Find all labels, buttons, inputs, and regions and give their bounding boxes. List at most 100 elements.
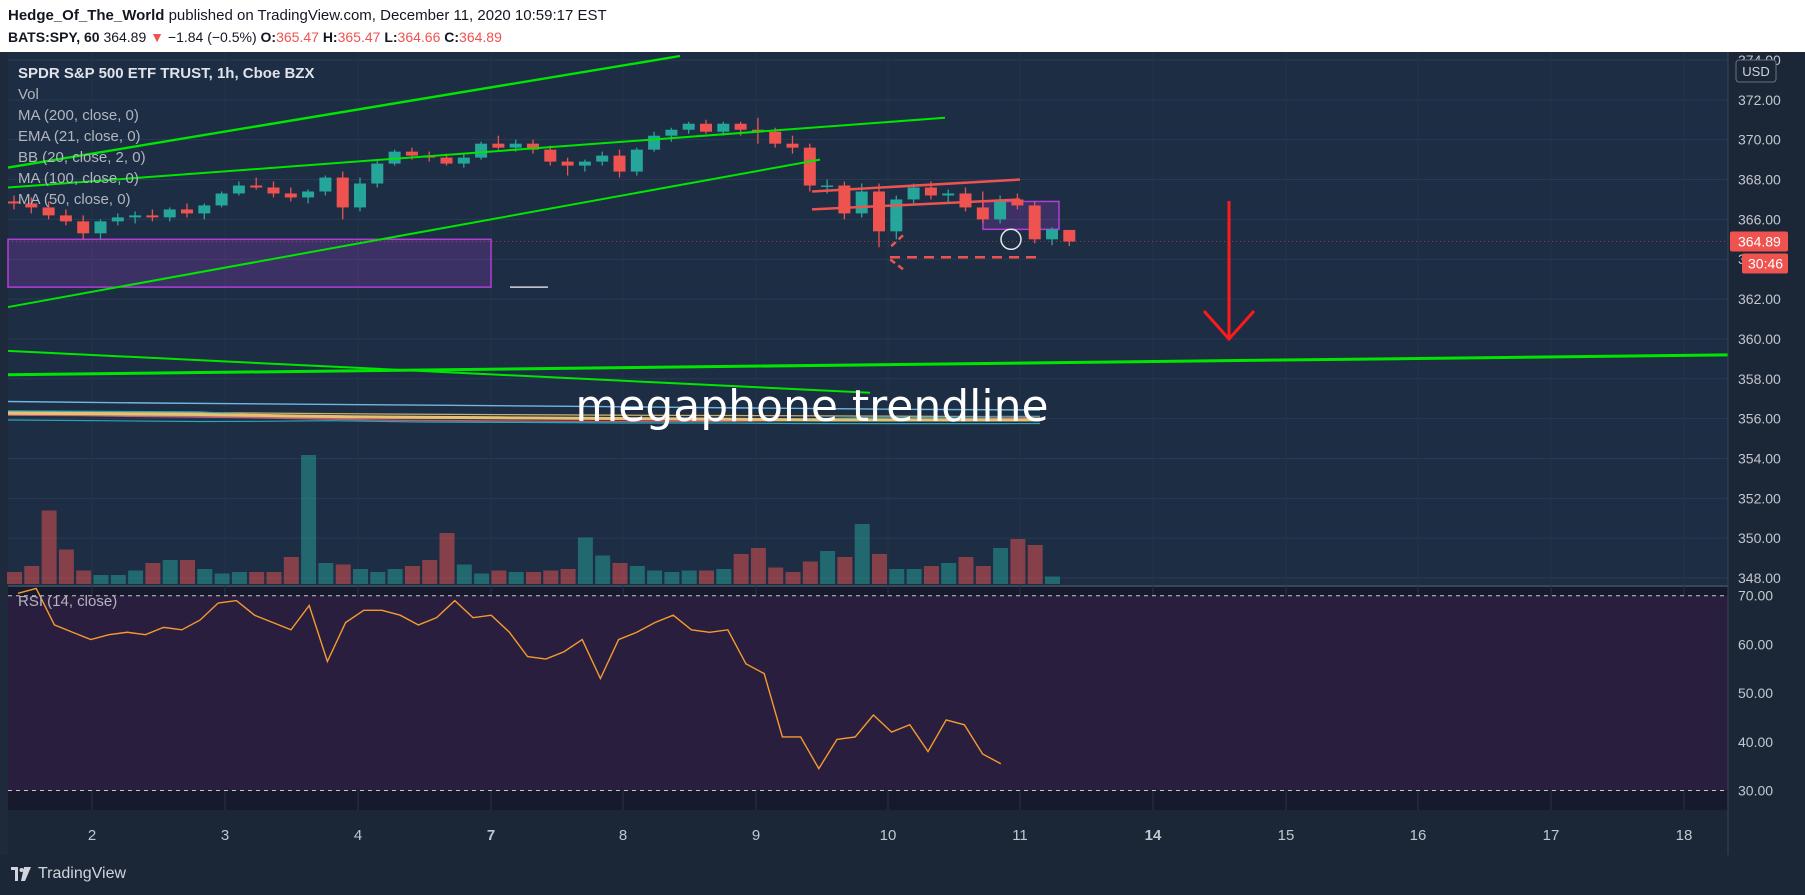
volume-bar xyxy=(629,566,645,584)
volume-bar xyxy=(76,570,92,584)
candle-body xyxy=(821,185,834,188)
price-tick-label: 352.00 xyxy=(1738,490,1781,506)
legend-item: Vol xyxy=(18,86,39,103)
volume-bar xyxy=(733,554,749,584)
price-tick-label: 368.00 xyxy=(1738,172,1781,188)
volume-bar xyxy=(595,555,611,584)
candle-body xyxy=(354,183,366,208)
last-price-tag-text: 364.89 xyxy=(1738,234,1781,250)
last-price-tag xyxy=(1730,231,1788,252)
volume-bar xyxy=(647,570,663,584)
volume-bar xyxy=(197,569,213,584)
highlight-boxes xyxy=(7,200,1728,791)
channel-mid-line xyxy=(7,116,946,189)
price-chart[interactable]: 348.00350.00352.00354.00356.00358.00360.… xyxy=(0,52,1805,855)
rsi-legend: RSI (14, close) xyxy=(18,593,117,610)
candle-body xyxy=(336,177,349,208)
volume-bar xyxy=(1045,576,1060,584)
candle-body xyxy=(924,187,937,196)
volume-bar xyxy=(93,575,109,584)
candle-body xyxy=(129,215,142,218)
volume-bar xyxy=(820,551,836,584)
ma-200-line xyxy=(7,400,1041,411)
price-tick-label: 348.00 xyxy=(1738,570,1781,586)
low-value: 364.66 xyxy=(397,29,441,45)
high-label: H: xyxy=(322,29,338,45)
dashed-mark-line xyxy=(889,258,904,271)
volume-bar xyxy=(474,573,490,584)
countdown-tag-text: 30:46 xyxy=(1748,256,1783,272)
brand-name: TradingView xyxy=(38,865,127,882)
volume-bar xyxy=(750,548,766,584)
chart-header: Hedge_Of_The_World published on TradingV… xyxy=(0,0,1805,52)
legend-item: MA (100, close, 0) xyxy=(18,170,139,187)
volume-bar xyxy=(58,549,74,584)
volume-bar xyxy=(422,560,438,584)
volume-bars xyxy=(7,455,1060,584)
volume-bar xyxy=(456,564,472,584)
candle-body xyxy=(648,135,661,150)
candle-body xyxy=(492,143,505,148)
volume-bar xyxy=(889,569,905,584)
volume-bar xyxy=(370,572,386,584)
price-tick-label: 350.00 xyxy=(1738,530,1781,546)
candle-body xyxy=(873,191,885,232)
volume-bar xyxy=(941,563,957,584)
price-tick-label: 360.00 xyxy=(1738,331,1781,347)
candle-body xyxy=(855,191,868,214)
channel-lower-line xyxy=(7,158,821,309)
candle-body xyxy=(630,149,643,172)
time-tick-label: 14 xyxy=(1145,827,1162,844)
legend-item: MA (200, close, 0) xyxy=(18,107,139,124)
volume-bar xyxy=(872,554,887,584)
tradingview-logo[interactable]: TradingView xyxy=(10,865,126,883)
candle-body xyxy=(198,205,211,214)
candle-body xyxy=(1028,205,1041,240)
cursor-circle xyxy=(1000,228,1022,251)
bb-upper-line xyxy=(7,419,1041,425)
candle-body xyxy=(215,193,228,206)
candle-body xyxy=(111,217,124,222)
volume-bar xyxy=(837,557,853,584)
volume-bar xyxy=(993,548,1009,584)
megaphone-annotation: megaphone trendline xyxy=(575,381,1048,432)
rsi-band xyxy=(8,595,1728,791)
volume-bar xyxy=(526,572,541,584)
candle-body xyxy=(561,161,574,166)
volume-bar xyxy=(699,570,714,584)
time-tick-label: 9 xyxy=(752,827,760,844)
candle-body xyxy=(371,163,384,184)
currency-badge xyxy=(1735,59,1777,83)
volume-bar xyxy=(975,566,991,584)
price-tick-label: 358.00 xyxy=(1738,371,1781,387)
volume-bar xyxy=(491,570,507,584)
time-tick-label: 10 xyxy=(880,827,897,844)
time-axis-bg xyxy=(8,810,1728,855)
volume-bar xyxy=(128,570,144,584)
candle-body xyxy=(613,155,626,172)
volume-bar xyxy=(560,569,576,584)
rsi-line xyxy=(17,587,1002,770)
volume-bar xyxy=(353,569,368,584)
candle-body xyxy=(388,151,401,164)
author-name[interactable]: Hedge_Of_The_World xyxy=(8,7,165,24)
time-axis[interactable]: 2 3 4 7 8 9 10 11 14 15 16 17 18 xyxy=(88,827,1693,844)
last-price: 364.89 xyxy=(103,29,147,45)
drawings xyxy=(7,54,1729,394)
time-tick-label: 16 xyxy=(1410,827,1427,844)
high-value: 365.47 xyxy=(337,29,381,45)
countdown-tag xyxy=(1742,253,1788,274)
price-axis[interactable]: 348.00 350.00 352.00 354.00 356.00 358.00 360.… xyxy=(1727,52,1788,855)
candle-body xyxy=(942,193,955,196)
open-value: 365.47 xyxy=(276,29,319,45)
time-tick-label: 7 xyxy=(487,827,495,844)
ma-50-line xyxy=(7,411,1041,422)
range-bottom-line xyxy=(811,198,1021,211)
candle-body xyxy=(232,185,245,194)
volume-bar xyxy=(231,572,247,584)
candle-body xyxy=(163,209,176,218)
publish-info: Hedge_Of_The_World published on TradingV… xyxy=(8,7,607,24)
main-pane xyxy=(8,52,1728,586)
chart-area[interactable]: 348.00 350.00 352.00 354.00 356.00 358.00 360.… xyxy=(0,52,1805,895)
volume-bar xyxy=(958,557,974,584)
